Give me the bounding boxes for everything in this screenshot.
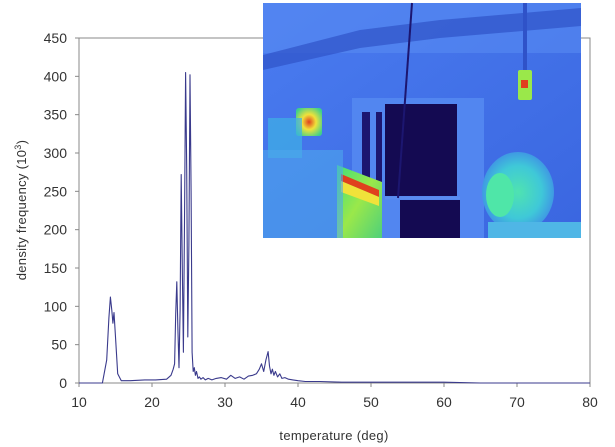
y-tick-label: 100 bbox=[44, 298, 68, 314]
cable bbox=[397, 2, 413, 199]
lamp-right-pole bbox=[523, 3, 527, 70]
x-tick-label: 60 bbox=[436, 394, 452, 410]
x-axis-ticks: 10 20 30 40 50 60 70 80 bbox=[71, 383, 598, 410]
laptop-hot-band bbox=[341, 174, 379, 197]
x-tick-label: 50 bbox=[363, 394, 379, 410]
person-face bbox=[486, 173, 514, 217]
y-tick-label: 350 bbox=[44, 107, 68, 123]
x-tick-label: 20 bbox=[144, 394, 160, 410]
series-line bbox=[79, 71, 590, 384]
lamp-right-core bbox=[521, 80, 528, 88]
y-tick-label: 200 bbox=[44, 222, 68, 238]
x-tick-label: 80 bbox=[582, 394, 598, 410]
y-axis-title: density frequency (103) bbox=[13, 140, 29, 281]
y-tick-label: 0 bbox=[59, 375, 67, 391]
left-wall-shape bbox=[263, 150, 343, 238]
thermal-camera-image bbox=[263, 2, 581, 238]
x-axis-title: temperature (deg) bbox=[279, 428, 388, 443]
ceiling-beam bbox=[263, 8, 581, 70]
person-body bbox=[488, 222, 581, 238]
y-axis-ticks: 0 50 100 150 200 250 300 350 400 450 bbox=[44, 30, 79, 391]
y-tick-label: 400 bbox=[44, 68, 68, 84]
x-tick-label: 70 bbox=[509, 394, 525, 410]
window-side-dark bbox=[362, 112, 370, 192]
lamp-left bbox=[296, 108, 322, 136]
window-dark-lower bbox=[400, 200, 460, 238]
y-tick-label: 150 bbox=[44, 260, 68, 276]
y-tick-label: 50 bbox=[51, 337, 67, 353]
window-side-dark-2 bbox=[376, 112, 382, 202]
x-tick-label: 10 bbox=[71, 394, 87, 410]
y-tick-label: 300 bbox=[44, 145, 68, 161]
laptop-warm-band bbox=[341, 181, 379, 206]
window-dark bbox=[385, 104, 457, 196]
y-tick-label: 450 bbox=[44, 30, 68, 46]
x-tick-label: 30 bbox=[217, 394, 233, 410]
y-tick-label: 250 bbox=[44, 183, 68, 199]
x-tick-label: 40 bbox=[290, 394, 306, 410]
